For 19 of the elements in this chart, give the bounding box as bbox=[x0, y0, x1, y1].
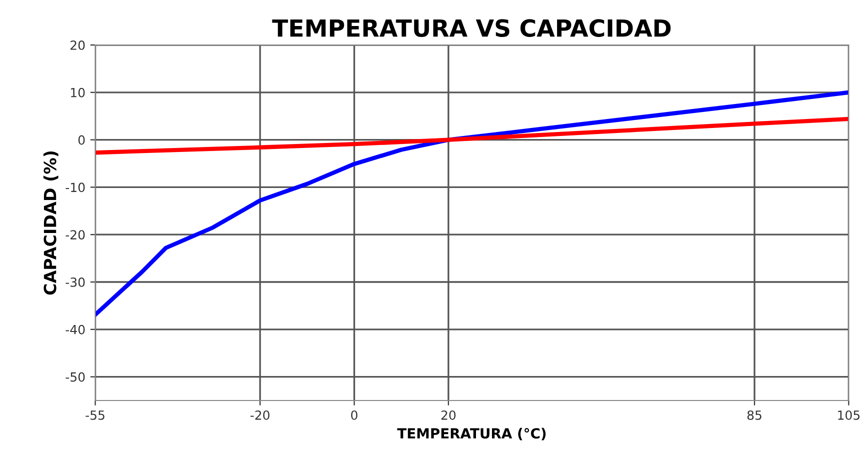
x-tick-label: -20 bbox=[250, 410, 270, 420]
x-tick-label: 0 bbox=[351, 410, 358, 420]
y-tick-label: -20 bbox=[66, 230, 85, 240]
y-tick-label: -10 bbox=[66, 182, 85, 192]
x-axis-title: TEMPERATURA (°C) bbox=[397, 428, 546, 440]
y-tick-label: 20 bbox=[70, 40, 85, 50]
chart-title: TEMPERATURA VS CAPACIDAD bbox=[272, 19, 671, 37]
y-tick-label: 0 bbox=[78, 135, 85, 145]
x-tick-label: 20 bbox=[441, 410, 456, 420]
x-tick-label: 105 bbox=[838, 410, 860, 420]
y-tick-label: 10 bbox=[71, 88, 85, 98]
x-tick-label: -55 bbox=[86, 410, 104, 420]
y-tick-label: -50 bbox=[66, 372, 85, 382]
x-tick-label: 85 bbox=[747, 410, 762, 420]
y-tick-label: -40 bbox=[66, 324, 85, 334]
line-series bbox=[95, 90, 849, 317]
y-axis-title: CAPACIDAD (%) bbox=[43, 151, 58, 295]
y-tick-label: -30 bbox=[66, 277, 85, 287]
line-series bbox=[95, 116, 849, 155]
